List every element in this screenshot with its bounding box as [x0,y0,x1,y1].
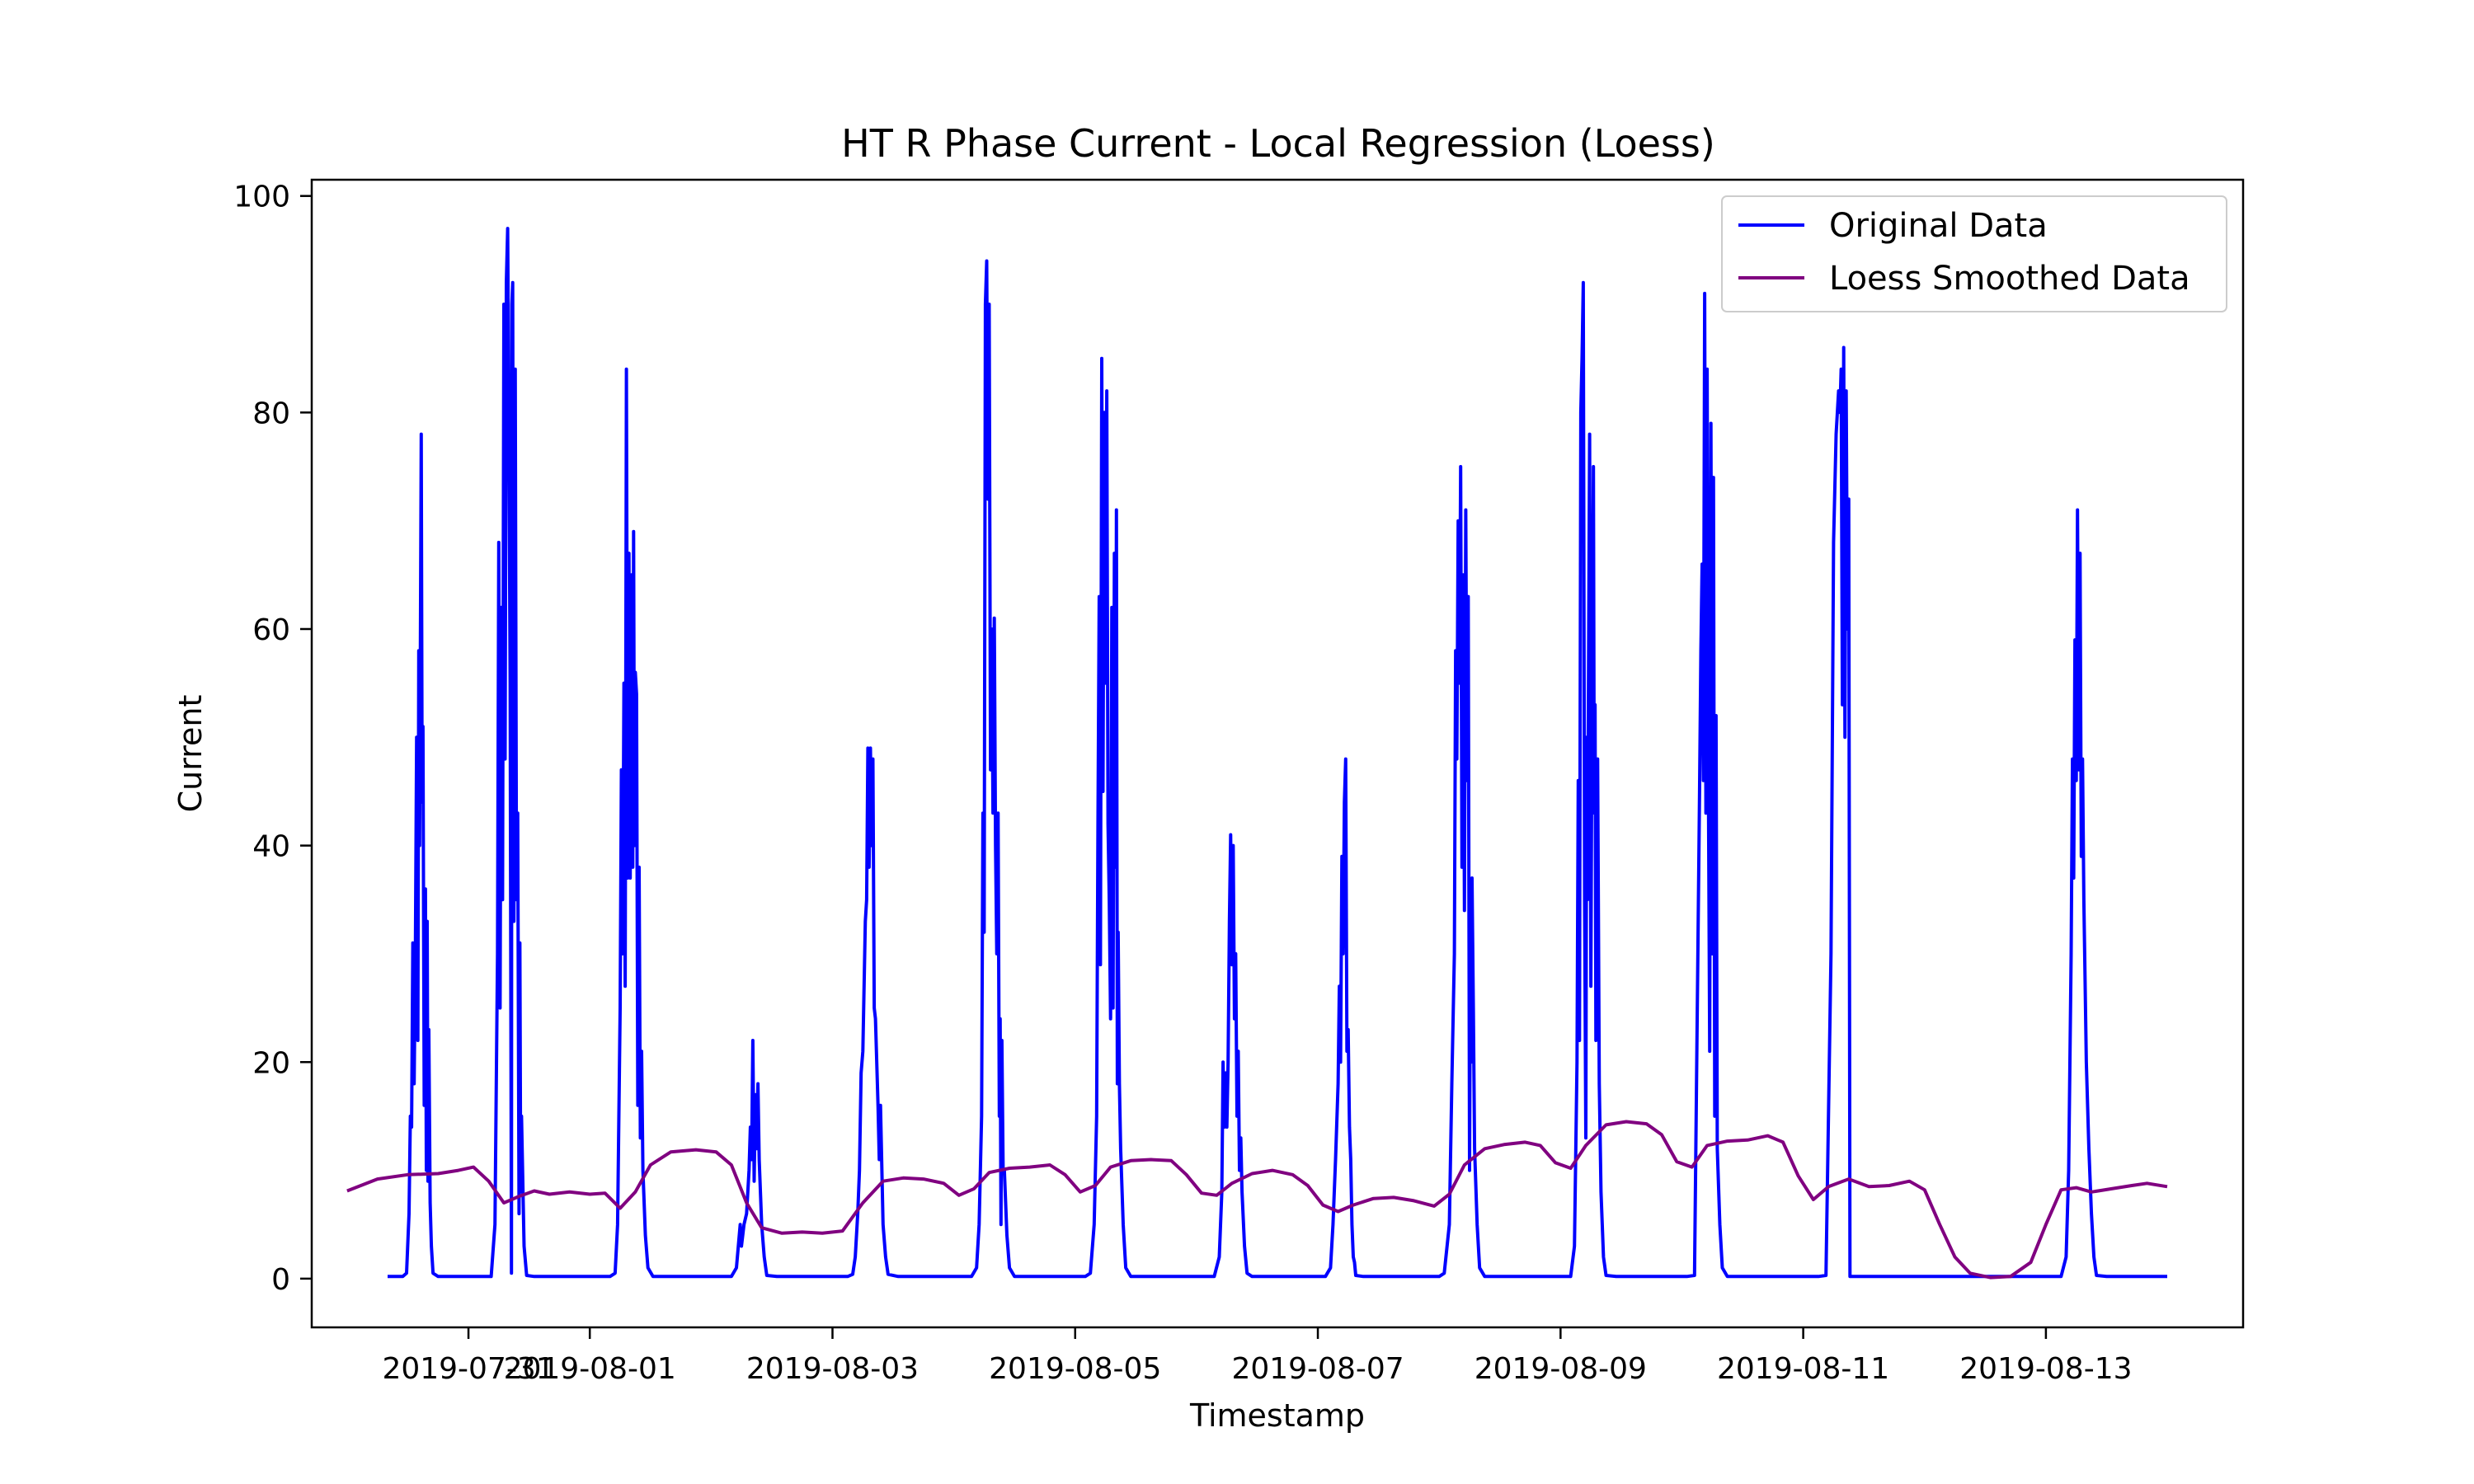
x-tick-label: 2019-08-01 [504,1352,676,1386]
y-tick-label: 40 [252,830,290,864]
y-tick-label: 20 [252,1046,290,1080]
y-tick-label: 60 [252,613,290,647]
legend-box [1721,195,2227,312]
x-axis-label: Timestamp [1189,1397,1365,1434]
y-tick-label: 0 [271,1263,290,1297]
y-axis: 0 20 40 60 80 100 [233,181,312,1297]
y-tick-label: 80 [252,397,290,430]
plot-frame [310,178,2245,1329]
x-tick-label: 2019-08-09 [1475,1352,1647,1386]
legend-label-original-data: Original Data [1829,207,2048,245]
y-tick-label: 100 [233,181,290,214]
y-axis-label: Current [172,695,209,813]
x-tick-label: 2019-07-31 [382,1352,554,1386]
x-tick-label: 2019-08-11 [1717,1352,1889,1386]
x-tick-label: 2019-08-13 [1959,1352,2132,1386]
chart-title: HT R Phase Current - Local Regression (L… [841,121,1715,166]
series-line-loess-smoothed-data [346,1120,2168,1280]
x-tick-label: 2019-08-03 [746,1352,919,1386]
legend-label-loess-smoothed-data: Loess Smoothed Data [1829,260,2190,298]
plot-area [310,178,2245,1329]
x-tick-label: 2019-08-05 [989,1352,1161,1386]
series-line-original-data [388,227,2167,1279]
x-tick-label: 2019-08-07 [1231,1352,1404,1386]
legend: Original Data Loess Smoothed Data [1721,195,2227,312]
series-layer [346,227,2168,1280]
